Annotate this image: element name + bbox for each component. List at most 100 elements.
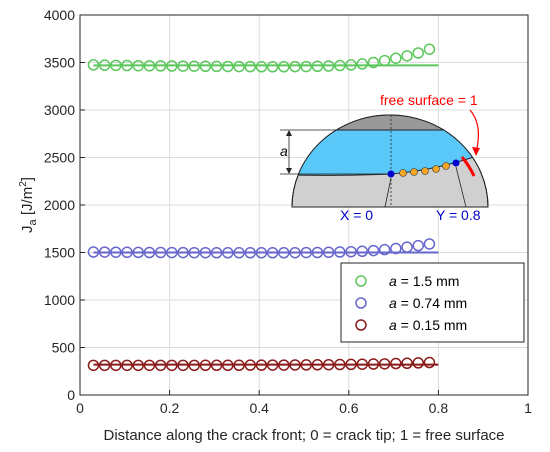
data-point-series-1 [401,241,413,253]
legend-marker-1 [355,297,367,309]
legend-label-0: a = 1.5 mm [389,273,459,289]
data-point-series-0 [401,50,413,62]
data-point-series-0 [367,56,380,69]
inset-point-x0 [387,170,395,178]
data-point-series-1 [378,243,391,256]
data-point-series-1 [334,246,346,258]
legend-items: a = 1.5 mm a = 0.74 mm a = 0.15 mm [355,273,467,333]
data-point-series-2 [255,359,268,371]
x-tick-label: 0.4 [249,400,269,416]
inset-outline [291,114,489,208]
data-point-series-0 [311,60,324,73]
data-point-series-1 [199,246,212,259]
inset-point [421,167,429,175]
data-point-series-0 [378,54,391,67]
data-point-series-1 [300,246,312,259]
data-point-series-1 [255,247,268,259]
data-point-series-2 [412,357,424,369]
data-point-series-1 [87,246,100,258]
legend-label-2: a = 0.15 mm [389,317,467,333]
data-point-series-2 [311,359,324,371]
data-point-series-2 [177,359,189,372]
data-point-series-2 [166,359,178,372]
data-point-series-0 [412,47,424,59]
x-tick-label: 0.8 [429,400,449,416]
data-point-series-0 [199,60,212,73]
data-point-series-1 [266,247,279,259]
data-point-series-1 [233,247,245,259]
data-point-series-1 [345,245,357,258]
data-point-series-2 [188,359,200,372]
inset-point [399,169,407,177]
data-point-series-0 [110,59,122,72]
data-point-series-0 [132,59,144,72]
data-point-series-2 [390,357,402,370]
data-point-series-1 [188,246,200,259]
data-point-series-0 [356,58,368,70]
data-point-series-2 [278,359,290,371]
data-point-series-2 [322,358,335,371]
data-point-series-2 [121,359,133,372]
data-point-series-2 [98,359,111,372]
pointer-x0 [384,177,392,208]
data-point-series-0 [300,60,312,73]
data-point-series-2 [356,358,368,370]
data-point-series-2 [199,359,212,372]
data-point-series-0 [98,59,111,71]
data-point-series-2 [367,358,380,370]
data-point-series-0 [322,60,335,72]
data-point-series-2 [154,359,167,372]
data-point-series-2 [401,357,413,370]
data-point-series-0 [390,52,402,64]
data-point-series-1 [110,246,122,258]
data-point-series-1 [98,246,111,258]
data-point-series-2 [110,359,122,372]
pointer-y08 [455,166,467,208]
data-point-series-0 [289,60,301,73]
data-point-series-2 [334,358,346,371]
data-point-series-0 [210,60,223,73]
y-tick-label: 4000 [44,7,75,23]
data-point-series-0 [255,61,268,73]
y-tick-label: 3500 [44,55,75,71]
free-surface-arrow [469,109,480,153]
data-point-series-1 [289,246,301,259]
data-point-series-2 [378,358,391,370]
data-point-series-1 [356,245,368,258]
data-point-series-1 [210,247,223,259]
data-point-series-1 [121,246,133,259]
y-axis-ticks: 0 500 1000 1500 2000 2500 3000 3500 4000 [44,7,85,403]
y-tick-label: 500 [52,340,76,356]
legend-label-1: a = 0.74 mm [389,295,467,311]
data-point-series-1 [177,246,189,259]
data-point-series-0 [166,60,178,72]
y-tick-label: 1500 [44,245,75,261]
x-tick-label: 0.6 [339,400,359,416]
data-point-series-1 [423,238,436,250]
data-point-series-1 [244,247,256,259]
data-point-series-2 [143,359,156,372]
x-tick-label: 1 [524,400,532,416]
data-points [87,43,436,372]
y08-label: Y = 0.8 [436,207,481,223]
data-point-series-0 [154,60,167,72]
dimension-arrow-down [286,168,292,174]
free-surface-arrowhead [472,147,480,156]
legend-marker-0 [355,275,367,287]
data-point-series-2 [210,359,223,372]
free-surface-arc [460,156,476,177]
inset-point [410,168,418,176]
data-point-series-0 [121,59,133,72]
y-tick-label: 2500 [44,150,75,166]
data-point-series-0 [233,60,245,73]
data-point-series-1 [166,246,178,259]
data-point-series-0 [143,60,156,72]
data-point-series-2 [244,359,256,371]
data-point-series-1 [390,242,402,255]
data-point-series-2 [345,358,357,371]
legend: a = 1.5 mm a = 0.74 mm a = 0.15 mm [340,262,525,343]
data-point-series-1 [412,239,424,252]
legend-box [340,262,525,343]
x-tick-label: 0.2 [160,400,180,416]
